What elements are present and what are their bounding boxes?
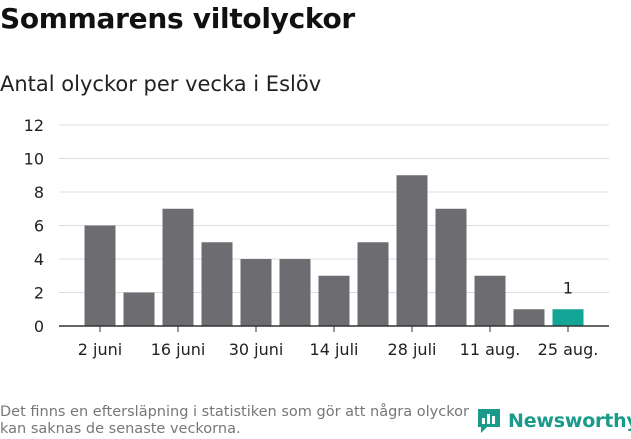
bar [279,259,311,326]
y-tick-label: 4 [34,250,44,269]
bar [162,208,194,326]
brand-logo: Newsworthy [476,407,631,435]
bar [474,275,506,326]
y-tick-label: 0 [34,317,44,336]
bar [201,242,233,326]
brand-name: Newsworthy [508,410,631,432]
x-tick-label: 16 juni [151,340,206,359]
footnote: Det finns en eftersläpning i statistiken… [0,404,469,437]
bar [435,208,467,326]
bar [357,242,389,326]
bar [240,259,272,326]
x-tick-label: 28 juli [388,340,437,359]
y-tick-label: 8 [34,183,44,202]
newsworthy-logo-icon [478,409,500,433]
bar [513,309,545,326]
bar [123,292,155,326]
chart-subtitle: Antal olyckor per vecka i Eslöv [0,72,322,96]
y-tick-label: 10 [24,150,44,169]
y-tick-label: 12 [24,116,44,135]
x-tick-label: 25 aug. [538,340,599,359]
x-tick-label: 14 juli [310,340,359,359]
bar-chart: 0 2 4 6 8 10 12 2 juni 16 juni 30 juni 14 juli 28 j… [24,116,609,359]
bar [84,225,116,326]
bar [552,309,584,326]
bar [396,175,428,326]
y-tick-label: 6 [34,217,44,236]
bar [318,275,350,326]
x-tick-label: 30 juni [229,340,284,359]
data-label: 1 [563,278,573,297]
y-tick-label: 2 [34,284,44,303]
chart-title: Sommarens viltolyckor [0,2,355,35]
x-tick-label: 2 juni [78,340,122,359]
x-tick-label: 11 aug. [460,340,521,359]
